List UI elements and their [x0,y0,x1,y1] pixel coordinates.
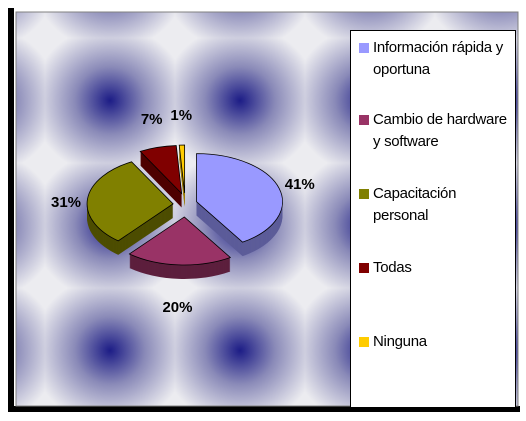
legend: Información rápida y oportuna Cambio de h… [350,30,516,408]
legend-item: Capacitación personal [359,183,515,227]
slice [196,153,283,243]
legend-swatch [359,115,369,125]
slice [178,144,186,194]
data-label: 7% [141,111,163,128]
legend-swatch [359,189,369,199]
legend-swatch [359,263,369,273]
slice [86,161,174,242]
legend-label: Ninguna [373,333,427,350]
slice [128,216,232,266]
data-label: 31% [51,194,81,211]
data-label: 1% [170,107,192,124]
legend-item: Todas [359,257,515,279]
data-label: 20% [162,299,192,316]
slice [139,145,183,195]
frame-edge [8,8,14,412]
legend-swatch [359,337,369,347]
legend-label: Capacitación personal [373,185,457,224]
legend-label: Información rápida y oportuna [373,39,503,78]
legend-item: Ninguna [359,331,515,353]
legend-label: Todas [373,259,412,276]
legend-swatch [359,43,369,53]
frame-edge [8,406,520,412]
legend-item: Cambio de hardware y software [359,109,515,153]
legend-item: Información rápida y oportuna [359,37,515,81]
data-label: 41% [285,176,315,193]
legend-label: Cambio de hardware y software [373,111,507,150]
